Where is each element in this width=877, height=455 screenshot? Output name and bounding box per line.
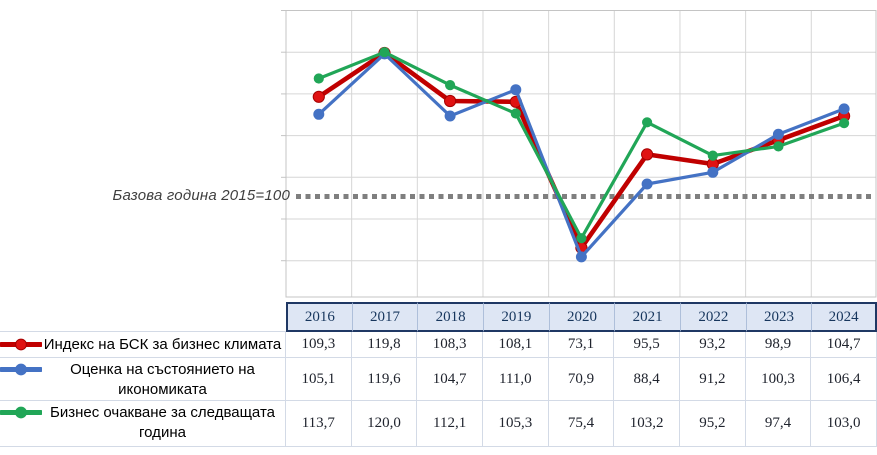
value-cell: 70,9: [548, 358, 615, 401]
data-point-blue: [510, 84, 522, 96]
value-cell: 106,4: [811, 358, 877, 401]
legend-label: Индекс на БСК за бизнес климата: [43, 335, 282, 353]
value-cell: 109,3: [286, 332, 352, 358]
data-point-green: [642, 117, 653, 128]
legend-key-blue-icon: [0, 363, 42, 376]
data-point-green: [576, 233, 587, 244]
value-cell: 97,4: [745, 401, 812, 447]
value-cell: 112,1: [417, 401, 483, 447]
data-point-green: [379, 47, 390, 58]
data-point-blue: [838, 103, 850, 115]
series-line-blue: [317, 52, 846, 259]
plot-border: [285, 10, 877, 298]
value-cell: 108,1: [482, 332, 549, 358]
year-cell: 2024: [811, 302, 877, 332]
data-point-blue: [575, 251, 587, 263]
value-cell: 95,5: [614, 332, 680, 358]
data-point-green: [707, 150, 718, 161]
data-point-green: [773, 141, 784, 152]
year-cell: 2017: [351, 302, 418, 332]
value-cell: 119,6: [351, 358, 418, 401]
value-cell: 73,1: [548, 332, 615, 358]
value-cell: 113,7: [286, 401, 352, 447]
legend-label: Оценка на състоянието на икономиката: [70, 361, 255, 398]
year-cell: 2018: [417, 302, 483, 332]
data-point-red: [444, 94, 457, 108]
data-point-red: [312, 90, 325, 103]
value-cell: 98,9: [745, 332, 812, 358]
value-cell: 95,2: [679, 401, 746, 447]
baseline-annotation-label: Базова година 2015=100: [112, 187, 290, 204]
value-cell: 75,4: [548, 401, 615, 447]
data-point-green: [313, 73, 324, 84]
value-cell: 104,7: [811, 332, 877, 358]
value-cell: 108,3: [417, 332, 483, 358]
value-cell: 111,0: [482, 358, 549, 401]
data-point-blue: [444, 110, 456, 122]
legend-cell-green: Бизнес очакване за следващата година: [0, 401, 286, 447]
data-point-blue: [313, 108, 325, 120]
data-point-red: [641, 148, 654, 161]
value-cell: 120,0: [351, 401, 418, 447]
year-cell: 2019: [482, 302, 549, 332]
year-cell: 2020: [548, 302, 615, 332]
legend-cell-blue: Оценка на състоянието на икономиката: [0, 358, 286, 401]
data-point-green: [510, 108, 521, 119]
legend-cell-red: Индекс на БСК за бизнес климата: [0, 332, 286, 358]
data-point-blue: [641, 178, 653, 190]
table-row: Бизнес очакване за следващата година 113,7…: [0, 401, 877, 447]
legend-key-red-icon: [0, 338, 42, 351]
table-row: Индекс на БСК за бизнес климата 109,3 119,…: [0, 332, 877, 358]
data-point-blue: [772, 128, 784, 140]
year-cell: 2016: [286, 302, 352, 332]
value-cell: 93,2: [679, 332, 746, 358]
value-cell: 105,3: [482, 401, 549, 447]
value-cell: 100,3: [745, 358, 812, 401]
year-header-row: 2016 2017 2018 2019 2020 2021 2022 2023 2024: [0, 302, 877, 332]
table-row: Оценка на състоянието на икономиката 105,1…: [0, 358, 877, 401]
data-point-green: [839, 118, 850, 129]
data-table: 2016 2017 2018 2019 2020 2021 2022 2023 2024 Инде…: [0, 302, 877, 447]
value-cell: 119,8: [351, 332, 418, 358]
value-cell: 105,1: [286, 358, 352, 401]
business-climate-line-chart: [281, 10, 877, 298]
data-point-blue: [707, 166, 719, 178]
value-cell: 88,4: [614, 358, 680, 401]
year-cell: 2023: [745, 302, 812, 332]
value-cell: 91,2: [679, 358, 746, 401]
value-cell: 104,7: [417, 358, 483, 401]
legend-key-green-icon: [0, 406, 42, 419]
value-cell: 103,0: [811, 401, 877, 447]
value-cell: 103,2: [614, 401, 680, 447]
table-corner-cell: [0, 302, 286, 332]
legend-label: Бизнес очакване за следващата година: [49, 404, 275, 441]
year-cell: 2021: [614, 302, 680, 332]
year-cell: 2022: [679, 302, 746, 332]
data-point-green: [445, 80, 456, 91]
